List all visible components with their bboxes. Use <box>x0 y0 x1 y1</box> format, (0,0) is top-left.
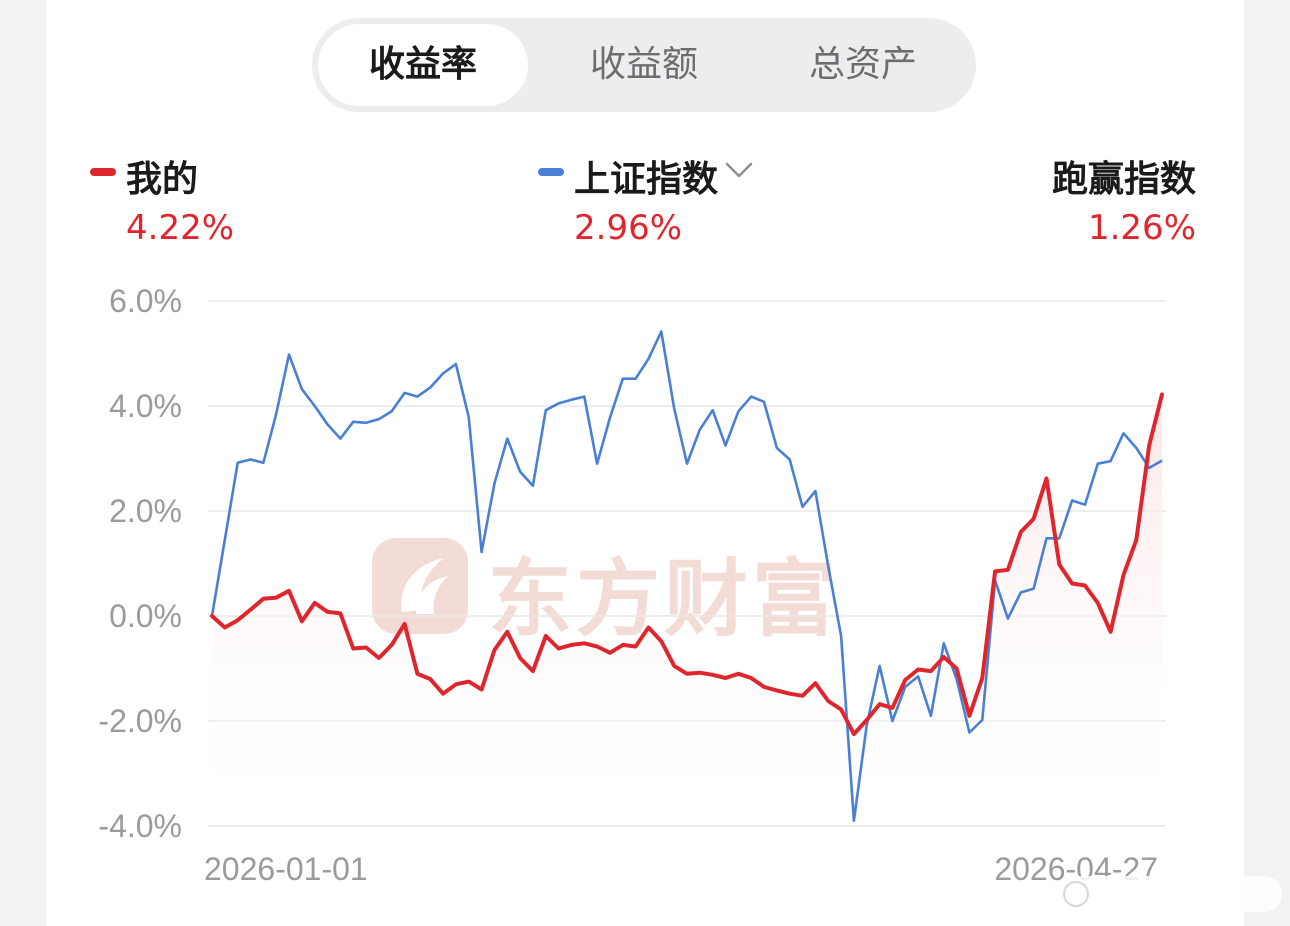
x-tick-label: 2026-01-01 <box>204 851 368 887</box>
legend-index-label[interactable]: 上证指数 <box>574 159 719 200</box>
chevron-down-icon[interactable] <box>724 160 754 180</box>
y-tick-label: 0.0% <box>109 598 182 634</box>
y-tick-label: 6.0% <box>109 283 182 319</box>
y-tick-label: -2.0% <box>98 703 182 739</box>
eastmoney-watermark: 东方财富 <box>368 532 928 648</box>
eastmoney-logo-icon <box>372 538 468 634</box>
y-axis: 6.0% 4.0% 2.0% 0.0% -2.0% -4.0% <box>98 283 182 844</box>
legend-mine-label: 我的 <box>126 159 199 200</box>
y-tick-label: -4.0% <box>98 808 182 844</box>
x-axis: 2026-01-01 2026-04-27 <box>204 851 1158 887</box>
y-tick-label: 2.0% <box>109 493 182 529</box>
y-tick-label: 4.0% <box>109 388 182 424</box>
mine-area-fill <box>212 394 1162 826</box>
page-scroll-indicator[interactable] <box>1058 876 1282 912</box>
legend-index-value: 2.96% <box>574 208 683 248</box>
legend-beat-label: 跑赢指数 <box>1051 159 1196 200</box>
tab-total-assets[interactable]: 总资产 <box>808 44 917 85</box>
watermark-text: 东方财富 <box>488 550 841 648</box>
legend-mine-value: 4.22% <box>126 208 235 248</box>
index-swatch <box>538 168 564 176</box>
mine-swatch <box>90 168 116 176</box>
tab-return-rate[interactable]: 收益率 <box>318 24 528 106</box>
metric-tab-bar: 收益率 收益额 总资产 <box>312 18 976 112</box>
tab-return-amount[interactable]: 收益额 <box>589 44 698 85</box>
index-series-line <box>210 330 1163 823</box>
mine-series-line <box>210 392 1164 737</box>
legend-beat-value: 1.26% <box>1087 208 1196 248</box>
